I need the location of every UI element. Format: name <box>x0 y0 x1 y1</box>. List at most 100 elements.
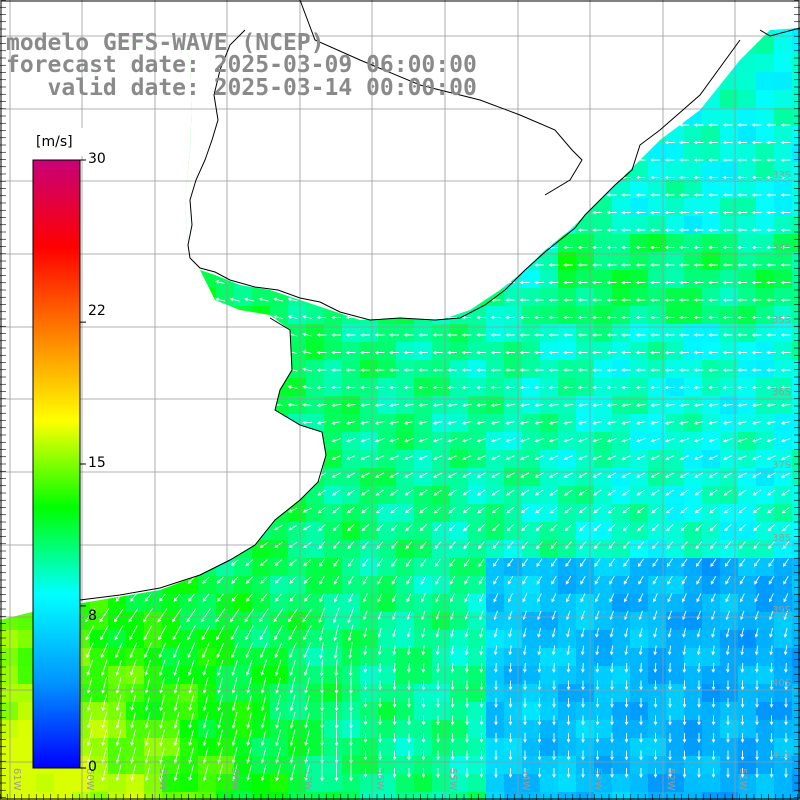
wind-arrow <box>592 263 602 267</box>
wind-arrow <box>755 768 759 778</box>
wind-arrow <box>303 576 311 584</box>
wind-arrow <box>784 698 788 708</box>
wind-arrow <box>491 489 500 496</box>
wind-arrow <box>621 280 631 285</box>
wind-arrow <box>725 662 730 673</box>
wind-arrow <box>287 297 298 302</box>
wind-arrow <box>378 768 382 778</box>
wind-arrow <box>751 403 762 408</box>
wind-arrow <box>563 421 573 425</box>
wind-arrow <box>407 733 411 743</box>
wind-arrow <box>708 298 718 302</box>
wind-arrow <box>595 715 600 726</box>
wind-arrow <box>624 645 628 656</box>
wind-arrow <box>461 315 472 320</box>
wind-arrow <box>607 506 616 514</box>
wind-arrow <box>751 175 762 180</box>
wind-arrow <box>769 627 774 638</box>
wind-arrow <box>434 558 441 567</box>
wind-arrow <box>363 698 368 708</box>
wind-arrow <box>349 764 353 782</box>
wind-arrow <box>664 175 675 180</box>
wind-arrow <box>780 403 791 408</box>
wind-arrow <box>783 645 788 656</box>
wind-arrow <box>711 662 716 673</box>
wind-arrow <box>334 764 339 782</box>
wind-arrow <box>436 733 440 743</box>
wind-arrow <box>316 350 327 355</box>
wind-arrow <box>331 315 341 320</box>
wind-arrow <box>519 280 530 285</box>
wind-arrow <box>578 489 587 496</box>
wind-arrow <box>418 421 428 425</box>
wind-arrow <box>479 645 483 656</box>
wind-arrow <box>346 506 355 514</box>
wind-arrow <box>450 680 455 691</box>
wind-arrow <box>681 575 688 585</box>
wind-arrow <box>360 455 370 461</box>
wind-arrow <box>287 402 298 407</box>
wind-arrow <box>679 333 689 337</box>
lon-label: 56W <box>374 768 385 791</box>
wind-arrow <box>464 575 470 585</box>
wind-arrow <box>479 680 484 691</box>
wind-arrow <box>274 576 282 584</box>
wind-arrow <box>130 659 137 677</box>
wind-arrow <box>392 698 397 708</box>
wind-arrow <box>769 680 774 691</box>
wind-arrow <box>217 712 223 729</box>
wind-arrow <box>361 489 370 496</box>
wind-arrow <box>608 558 615 567</box>
wind-arrow <box>363 662 368 673</box>
wind-arrow <box>505 368 515 372</box>
wind-arrow <box>679 175 689 180</box>
wind-arrow <box>766 140 776 145</box>
wind-arrow <box>403 403 414 408</box>
wind-arrow <box>505 298 515 302</box>
wind-arrow <box>523 768 527 778</box>
wind-arrow <box>650 350 660 355</box>
wind-arrow <box>144 764 151 782</box>
wind-arrow <box>737 350 747 355</box>
wind-arrow <box>563 298 573 302</box>
wind-arrow <box>421 645 425 656</box>
wind-arrow <box>708 158 718 162</box>
wind-arrow <box>447 421 457 425</box>
wind-arrow <box>130 764 136 782</box>
wind-arrow <box>332 489 341 496</box>
wind-arrow <box>490 333 501 337</box>
wind-arrow <box>639 768 643 778</box>
wind-arrow <box>360 350 370 355</box>
wind-arrow <box>667 627 672 638</box>
wind-arrow <box>494 733 498 743</box>
wind-arrow <box>173 747 180 764</box>
wind-arrow <box>565 558 572 567</box>
wind-arrow <box>100 642 109 659</box>
wind-arrow <box>246 764 252 782</box>
wind-arrow <box>624 698 629 708</box>
wind-arrow <box>622 489 631 496</box>
wind-arrow <box>287 367 298 372</box>
wind-arrow <box>378 715 382 726</box>
wind-arrow <box>449 593 455 603</box>
wind-arrow <box>693 123 704 127</box>
wind-arrow <box>157 608 168 623</box>
wind-arrow <box>681 593 687 603</box>
wind-arrow <box>711 750 716 761</box>
wind-arrow <box>217 659 224 677</box>
wind-arrow <box>492 524 500 532</box>
wind-arrow <box>752 472 762 478</box>
wind-arrow <box>287 315 298 320</box>
wind-arrow <box>447 472 457 478</box>
wind-arrow <box>507 593 513 603</box>
wind-arrow <box>739 575 746 585</box>
wind-arrow <box>755 680 759 691</box>
wind-arrow <box>360 421 370 425</box>
wind-arrow <box>449 558 456 567</box>
wind-arrow <box>349 694 353 712</box>
wind-arrow <box>621 193 631 197</box>
wind-arrow <box>548 350 559 355</box>
wind-arrow <box>565 593 571 603</box>
wind-arrow <box>624 715 629 726</box>
